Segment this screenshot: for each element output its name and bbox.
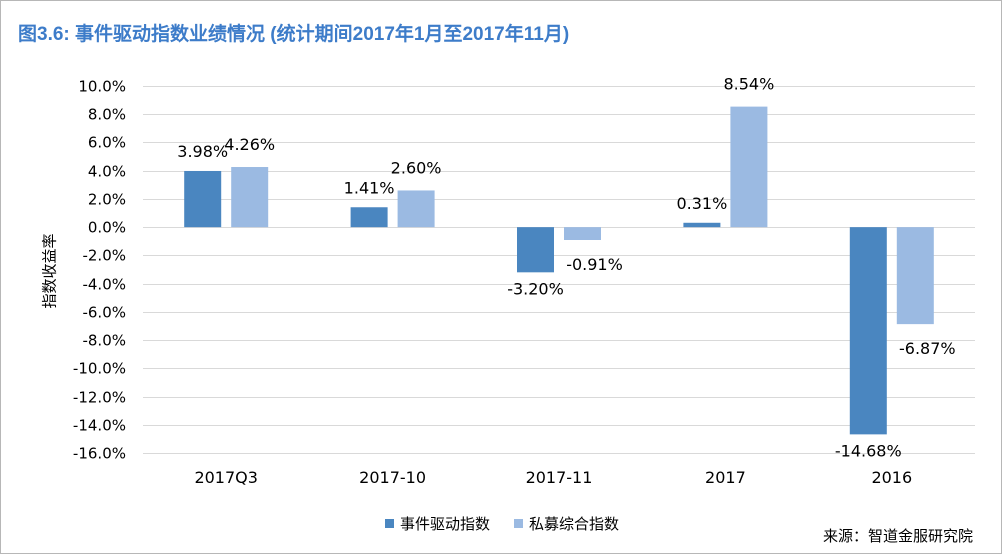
y-tick-label: 2.0% (88, 191, 126, 209)
bar-private-fund (397, 190, 435, 228)
x-tick-label: 2017-10 (359, 468, 426, 487)
y-tick-label: -12.0% (73, 389, 126, 407)
source-note: 来源：智道金服研究院 (822, 527, 973, 545)
legend-label-private-fund: 私募综合指数 (529, 515, 620, 533)
bar-event-driven (683, 222, 721, 228)
y-tick-label: 8.0% (88, 106, 126, 124)
data-label: 4.26% (224, 135, 275, 154)
bar-private-fund (730, 106, 768, 228)
y-tick-label: -14.0% (73, 417, 126, 435)
data-label: 2.60% (391, 158, 442, 177)
bar-private-fund (896, 227, 934, 325)
y-tick-label: 10.0% (78, 78, 126, 96)
data-label: 0.31% (676, 194, 727, 213)
data-label: -14.68% (835, 441, 902, 460)
legend-item-private-fund: 私募综合指数 (514, 513, 619, 534)
y-tick-label: -8.0% (82, 332, 126, 350)
data-label: -3.20% (507, 279, 564, 298)
bar-event-driven (517, 227, 554, 273)
bar-event-driven (350, 207, 388, 228)
y-tick-label: 4.0% (88, 163, 126, 181)
legend: 事件驱动指数 私募综合指数 (385, 513, 619, 534)
data-label: -0.91% (566, 255, 623, 274)
data-label: 3.98% (177, 142, 228, 161)
bar-private-fund (564, 227, 601, 240)
y-tick-label: -4.0% (82, 276, 126, 294)
bar-event-driven (849, 227, 887, 435)
y-tick-label: 6.0% (88, 134, 126, 152)
data-label: 1.41% (344, 178, 395, 197)
legend-swatch-private-fund (514, 519, 524, 528)
x-tick-label: 2016 (871, 468, 912, 487)
x-tick-label: 2017-11 (526, 468, 593, 487)
y-tick-label: -16.0% (73, 445, 126, 463)
y-tick-label: -10.0% (73, 360, 126, 378)
y-tick-label: -2.0% (82, 247, 126, 265)
bar-private-fund (231, 167, 269, 228)
bar-event-driven (184, 170, 222, 228)
data-label: 8.54% (723, 75, 774, 94)
data-label: -6.87% (899, 339, 956, 358)
x-tick-label: 2017 (705, 468, 746, 487)
y-tick-label: -6.0% (82, 304, 126, 322)
legend-item-event-driven: 事件驱动指数 (385, 513, 490, 534)
y-tick-label: 0.0% (88, 219, 126, 237)
x-tick-label: 2017Q3 (194, 468, 258, 487)
legend-swatch-event-driven (385, 519, 394, 528)
chart-title: 图3.6: 事件驱动指数业绩情况 (统计期间2017年1月至2017年11月) (18, 24, 570, 45)
y-axis-label: 指数收益率 (40, 233, 59, 309)
legend-label-event-driven: 事件驱动指数 (400, 515, 491, 533)
